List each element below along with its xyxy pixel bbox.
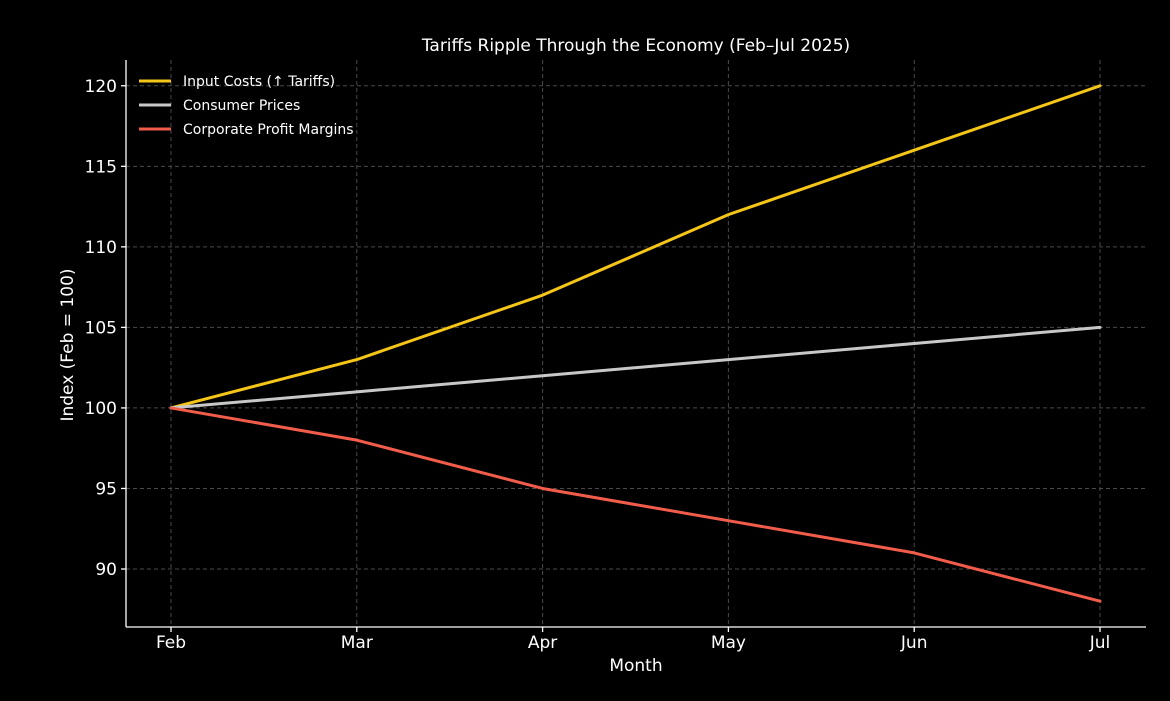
- y-tick-label: 110: [85, 238, 117, 258]
- series-lines: [169, 84, 1102, 603]
- y-tick-label: 95: [95, 479, 117, 499]
- legend: Input Costs (↑ Tariffs) Consumer Prices Co…: [139, 74, 354, 138]
- series-line-1: [169, 325, 1102, 410]
- y-axis-label: Index (Feb = 100): [58, 268, 78, 421]
- x-tick-label: Mar: [341, 633, 373, 653]
- series-line-2: [169, 406, 1102, 603]
- tick-labels: Feb Mar Apr May Jun Jul 90 95 100 105 110 115 120: [85, 77, 1111, 653]
- x-tick-label: May: [711, 633, 746, 653]
- legend-label: Input Costs (↑ Tariffs): [183, 74, 335, 90]
- x-tick-label: Apr: [528, 633, 557, 653]
- chart-title: Tariffs Ripple Through the Economy (Feb–…: [421, 36, 850, 56]
- x-tick-label: Jun: [900, 633, 928, 653]
- y-tick-label: 105: [85, 318, 117, 338]
- y-tick-label: 90: [95, 560, 117, 580]
- x-tick-label: Feb: [156, 633, 186, 653]
- legend-label: Consumer Prices: [183, 98, 300, 114]
- y-tick-label: 115: [85, 157, 117, 177]
- x-tick-label: Jul: [1089, 633, 1111, 653]
- y-tick-label: 100: [85, 399, 117, 419]
- axes: [121, 60, 1146, 632]
- y-tick-label: 120: [85, 77, 117, 97]
- legend-label: Corporate Profit Margins: [183, 122, 354, 138]
- x-axis-label: Month: [609, 656, 662, 676]
- series-line-0: [169, 84, 1102, 410]
